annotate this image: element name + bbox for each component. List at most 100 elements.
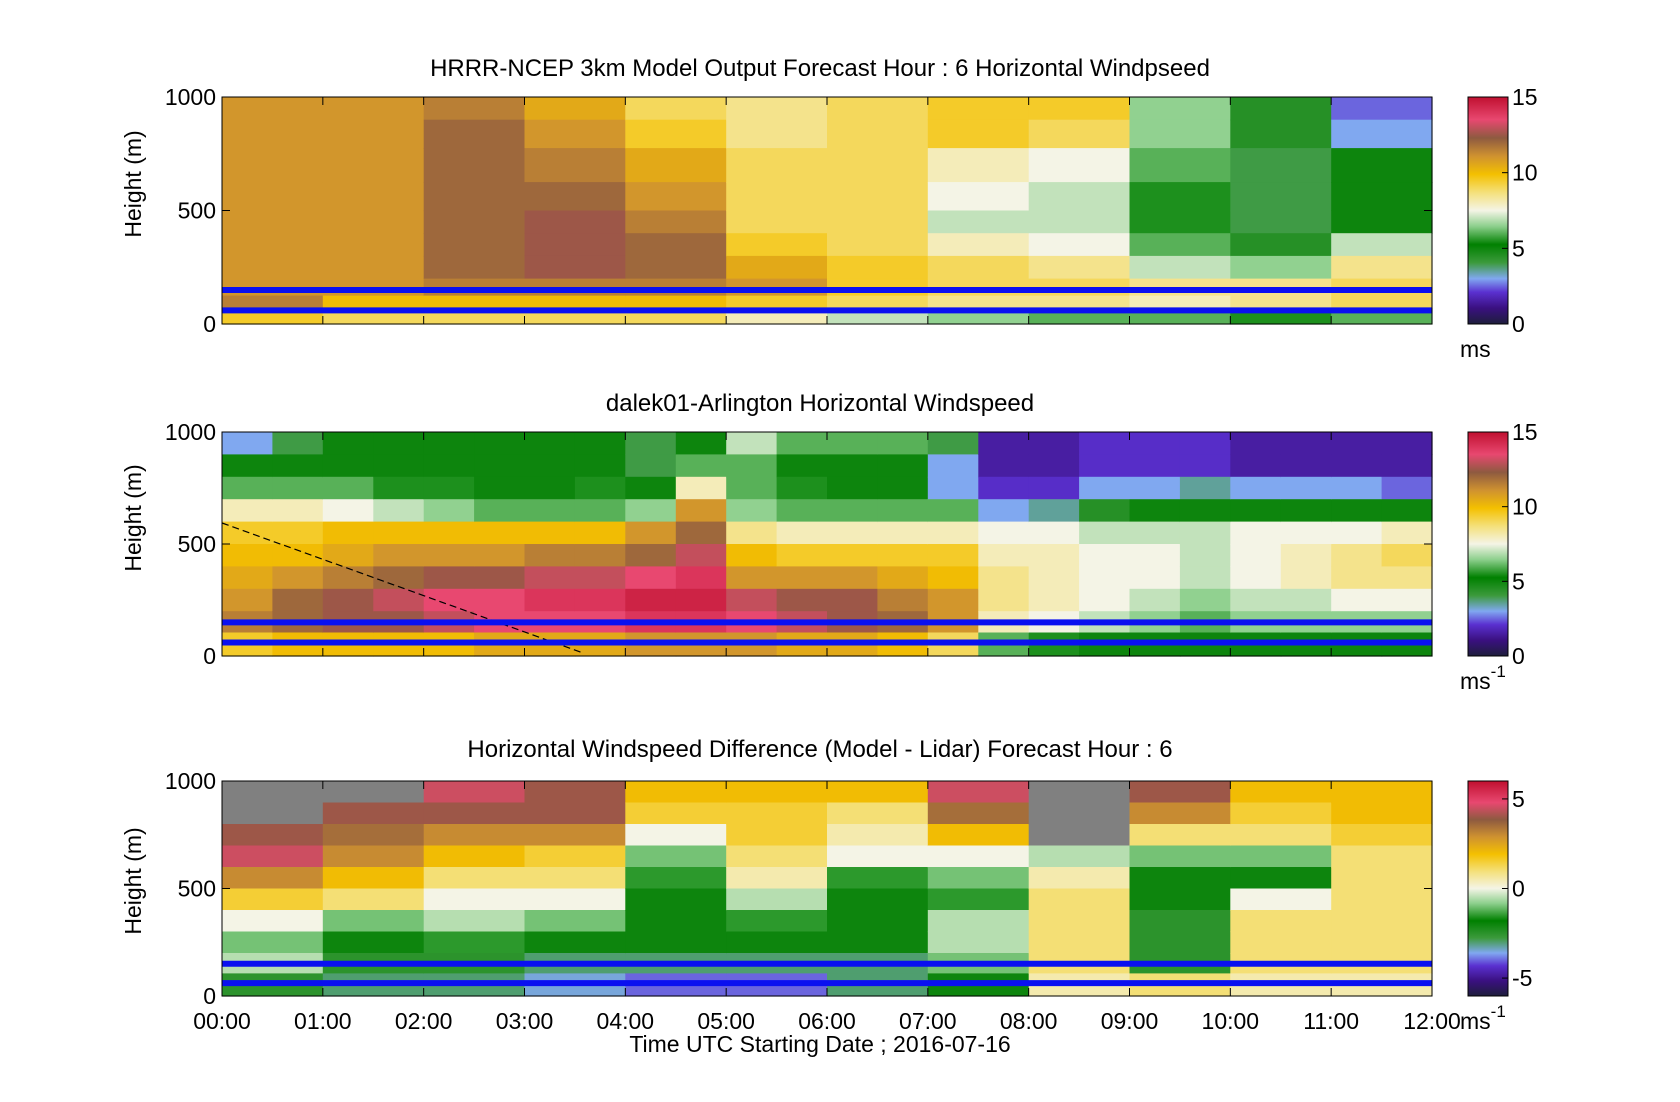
heatmap-cell xyxy=(1028,867,1131,890)
heatmap-cell xyxy=(272,544,324,567)
colorbar-unit: ms xyxy=(1460,336,1491,362)
heatmap-cell xyxy=(1129,210,1231,234)
heatmap-cell xyxy=(1381,588,1433,612)
heatmap-cell xyxy=(625,295,727,309)
heatmap-cell xyxy=(1028,499,1080,523)
heatmap-cell xyxy=(222,802,324,825)
heatmap-cell xyxy=(675,432,727,455)
heatmap-cell xyxy=(927,544,979,567)
heatmap-cell xyxy=(1230,295,1332,309)
heatmap-cell xyxy=(978,521,1030,545)
heatmap-cell xyxy=(524,148,626,183)
heatmap-cells xyxy=(222,781,1433,997)
heatmap-cell xyxy=(1079,454,1131,478)
heatmap-cell xyxy=(1079,521,1131,545)
y-tick-label: 1000 xyxy=(165,768,216,794)
y-axis-label: Height (m) xyxy=(120,464,146,571)
heatmap-cell xyxy=(1280,566,1332,590)
colorbar-tick-label: 5 xyxy=(1512,235,1525,261)
heatmap-cell xyxy=(927,781,1030,804)
x-tick-labels: 00:00 01:00 02:00 03:00 04:00 05:00 06:00 07:00… xyxy=(193,1008,1461,1034)
heatmap-cell xyxy=(1129,521,1181,545)
heatmap-cell xyxy=(1028,148,1131,183)
heatmap-cell xyxy=(423,233,526,257)
heatmap-cell xyxy=(322,454,374,478)
heatmap-cell xyxy=(222,476,273,500)
heatmap-cell xyxy=(373,566,425,590)
heatmap-cell xyxy=(1129,499,1181,523)
y-tick-label: 0 xyxy=(203,983,216,1009)
heatmap-cell xyxy=(524,255,626,280)
heatmap-cell xyxy=(1129,255,1231,280)
heatmap-cell xyxy=(322,521,374,545)
heatmap-cell xyxy=(827,119,929,149)
heatmap-cell xyxy=(222,295,324,309)
heatmap-cells xyxy=(222,432,1433,657)
x-axis-label: Time UTC Starting Date ; 2016-07-16 xyxy=(629,1031,1010,1057)
heatmap-cell xyxy=(272,521,324,545)
heatmap-cell xyxy=(1028,210,1131,234)
heatmap-cell xyxy=(927,910,1030,933)
heatmap-cell xyxy=(222,255,324,280)
heatmap-cell xyxy=(1028,910,1131,933)
panel-title: Horizontal Windspeed Difference (Model -… xyxy=(467,736,1172,763)
heatmap-cell xyxy=(1129,295,1231,309)
heatmap-cell xyxy=(726,544,778,567)
x-tick-label: 10:00 xyxy=(1202,1008,1260,1034)
heatmap-cell xyxy=(222,432,273,455)
heatmap-cell xyxy=(322,499,374,523)
heatmap-cell xyxy=(524,802,626,825)
model-windspeed-panel: HRRR-NCEP 3km Model Output Forecast Hour… xyxy=(120,55,1538,362)
colorbar-unit-superscript: -1 xyxy=(1491,1002,1506,1021)
heatmap-cell xyxy=(927,566,979,590)
heatmap-cell xyxy=(373,476,425,500)
heatmap-cell xyxy=(574,544,626,567)
heatmap-cell xyxy=(625,824,727,847)
heatmap-cell xyxy=(524,781,626,804)
heatmap-cell xyxy=(675,454,727,478)
heatmap-cell xyxy=(726,476,778,500)
colorbar-unit: ms-1 xyxy=(1460,662,1506,694)
heatmap-cell xyxy=(423,148,526,183)
heatmap-cell xyxy=(625,588,677,612)
heatmap-cell xyxy=(877,432,929,455)
heatmap-cell xyxy=(827,845,929,868)
heatmap-cell xyxy=(726,888,828,911)
heatmap-cell xyxy=(524,295,626,309)
x-tick-label: 09:00 xyxy=(1101,1008,1159,1034)
heatmap-cell xyxy=(978,476,1030,500)
heatmap-cell xyxy=(827,295,929,309)
heatmap-cell xyxy=(1230,845,1332,868)
heatmap-cell xyxy=(827,802,929,825)
y-tick-label: 1000 xyxy=(165,419,216,445)
heatmap-cell xyxy=(1028,432,1080,455)
heatmap-cell xyxy=(1280,521,1332,545)
heatmap-cell xyxy=(524,845,626,868)
heatmap-cell xyxy=(1179,432,1231,455)
heatmap-cell xyxy=(1331,182,1433,212)
colorbar-unit: ms-1 xyxy=(1460,1002,1506,1034)
heatmap-cell xyxy=(1230,588,1282,612)
heatmap-cell xyxy=(423,867,526,890)
heatmap-cell xyxy=(222,182,324,212)
heatmap-cell xyxy=(423,454,475,478)
heatmap-cell xyxy=(574,476,626,500)
heatmap-cell xyxy=(978,432,1030,455)
heatmap-cell xyxy=(1331,295,1433,309)
heatmap-cell xyxy=(625,432,677,455)
heatmap-cell xyxy=(1230,521,1282,545)
heatmap-cell xyxy=(1230,233,1332,257)
heatmap-cell xyxy=(322,182,425,212)
x-tick-label: 03:00 xyxy=(496,1008,554,1034)
heatmap-cell xyxy=(625,148,727,183)
heatmap-cell xyxy=(927,233,1030,257)
heatmap-cell xyxy=(827,544,878,567)
heatmap-cell xyxy=(675,566,727,590)
heatmap-cell xyxy=(726,802,828,825)
heatmap-cell xyxy=(827,97,929,121)
heatmap-cell xyxy=(827,588,878,612)
heatmap-cell xyxy=(927,888,1030,911)
heatmap-cell xyxy=(322,432,374,455)
panel-title: dalek01-Arlington Horizontal Windspeed xyxy=(606,390,1034,417)
